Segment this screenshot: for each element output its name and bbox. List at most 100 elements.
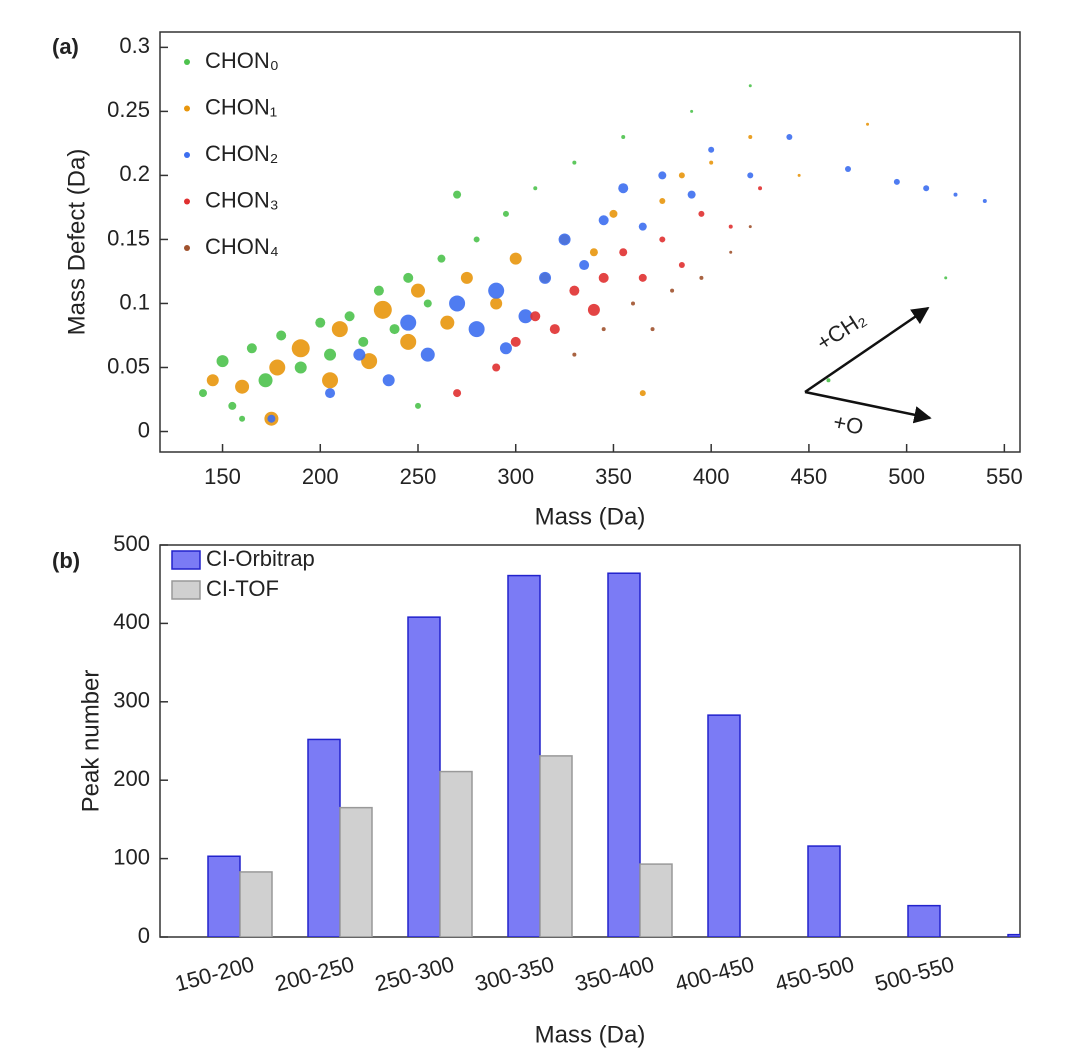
- point: [403, 272, 414, 283]
- point: [670, 288, 675, 293]
- point: [502, 210, 509, 217]
- point: [619, 248, 628, 257]
- x-axis-label: Mass (Da): [535, 503, 646, 530]
- point: [235, 379, 250, 394]
- x-tick-label: 200-250: [272, 951, 356, 996]
- bar: [439, 770, 473, 937]
- point: [786, 134, 793, 140]
- legend-label: CHON₂: [205, 141, 278, 166]
- point: [659, 236, 666, 243]
- bar: [339, 806, 373, 937]
- point: [549, 324, 560, 335]
- y-axis-label: Mass Defect (Da): [63, 149, 90, 336]
- point: [440, 315, 455, 330]
- legend-marker: [171, 550, 201, 570]
- x-tick-label: 500-550: [872, 951, 956, 996]
- point: [373, 300, 392, 319]
- annotation: +CH₂: [812, 306, 870, 356]
- point: [797, 173, 801, 177]
- y-tick-label: 0.1: [119, 289, 150, 314]
- y-tick-label: 0.3: [119, 33, 150, 58]
- y-axis-label: Peak number: [77, 670, 104, 813]
- x-tick-label: 450: [791, 464, 828, 489]
- legend-label: CHON₀: [205, 48, 279, 73]
- axes-frame: [159, 31, 1021, 453]
- y-tick-label: 0.15: [107, 225, 150, 250]
- point: [698, 210, 705, 217]
- point: [490, 297, 503, 310]
- axes-frame: [159, 544, 1021, 938]
- point: [269, 359, 286, 376]
- point: [709, 160, 714, 165]
- point: [728, 224, 733, 229]
- x-tick-label: 350-400: [572, 951, 656, 996]
- x-axis-label: Mass (Da): [535, 1021, 646, 1048]
- y-tick-label: 200: [113, 766, 150, 791]
- point: [400, 314, 417, 331]
- point: [460, 271, 473, 284]
- point: [598, 215, 609, 226]
- bar: [607, 572, 641, 937]
- x-tick-label: 200: [302, 464, 339, 489]
- point: [638, 273, 647, 282]
- arrow: [804, 390, 932, 424]
- bar-area: [207, 572, 1020, 937]
- point: [569, 285, 580, 296]
- x-tick-label: 400-450: [672, 951, 756, 996]
- point: [650, 327, 655, 332]
- point: [258, 373, 273, 388]
- legend-label: CI-Orbitrap: [206, 546, 315, 571]
- legend-label: CHON₄: [205, 234, 279, 259]
- point: [488, 282, 505, 299]
- point: [468, 321, 485, 338]
- point: [206, 374, 219, 387]
- point: [246, 343, 257, 354]
- legend-label: CHON₁: [205, 94, 277, 119]
- legend-marker: [184, 59, 190, 65]
- annotation: +O: [831, 409, 866, 440]
- bar: [639, 863, 673, 937]
- x-tick-label: 300: [497, 464, 534, 489]
- point: [382, 374, 395, 387]
- point: [294, 361, 307, 374]
- y-tick-label: 400: [113, 609, 150, 634]
- point: [473, 236, 480, 243]
- point: [579, 260, 590, 271]
- point: [699, 275, 704, 280]
- y-tick-label: 0: [138, 417, 150, 442]
- point: [631, 301, 635, 306]
- point: [239, 415, 246, 422]
- x-tick-label: 150: [204, 464, 241, 489]
- bar: [307, 738, 341, 937]
- point: [678, 172, 685, 179]
- bar: [207, 855, 241, 937]
- y-tick-label: 100: [113, 844, 150, 869]
- point: [572, 352, 577, 357]
- point: [216, 355, 229, 368]
- point: [324, 348, 337, 361]
- point: [411, 283, 425, 298]
- point: [291, 339, 310, 358]
- point: [400, 333, 417, 350]
- bar: [1007, 933, 1020, 937]
- point: [944, 276, 948, 280]
- point: [866, 122, 870, 126]
- legend-marker: [184, 245, 190, 251]
- point: [389, 324, 400, 335]
- point: [708, 146, 715, 153]
- point: [373, 285, 384, 296]
- bar: [407, 616, 441, 937]
- legend-marker: [184, 105, 190, 112]
- point: [953, 192, 958, 197]
- point: [826, 378, 831, 383]
- y-tick-label: 0.2: [119, 161, 150, 186]
- point: [453, 190, 462, 199]
- point: [587, 303, 600, 316]
- point: [690, 109, 694, 113]
- point: [618, 183, 629, 194]
- point: [325, 388, 336, 399]
- point: [415, 402, 421, 409]
- legend-marker: [171, 580, 201, 600]
- point: [361, 353, 378, 370]
